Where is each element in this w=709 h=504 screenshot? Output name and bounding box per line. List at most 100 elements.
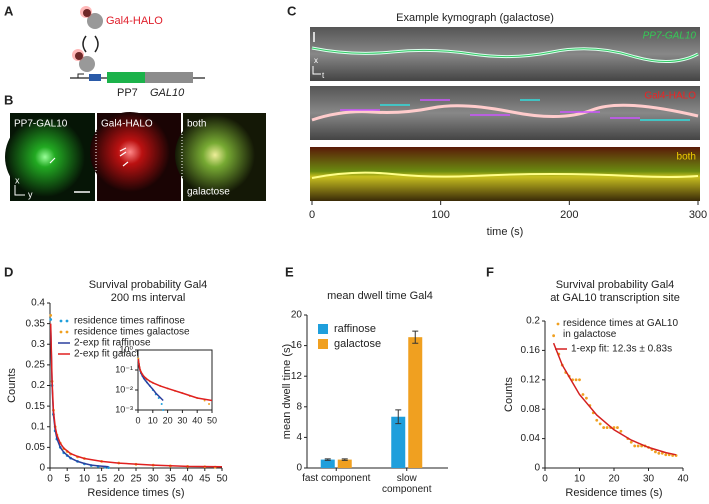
x-tick-label: 5 (64, 474, 70, 485)
chart-subtitle: 200 ms interval (111, 292, 186, 304)
legend-marker (65, 330, 69, 334)
x-tick-label: slow component (382, 473, 432, 495)
panel-label: A (4, 3, 14, 18)
y-tick-label: 0.4 (31, 298, 45, 309)
error-bar (412, 330, 419, 344)
y-tick-label: 0.25 (26, 360, 46, 371)
bar (391, 416, 406, 468)
legend-swatch (318, 324, 328, 334)
bar (320, 459, 335, 468)
channel-label: both (677, 152, 696, 163)
y-tick-label: 0.15 (26, 401, 46, 412)
data-point (636, 444, 640, 448)
x-tick-label-box: slow component (382, 473, 432, 495)
chart-title: mean dwell time Gal4 (327, 290, 433, 302)
data-point (578, 378, 581, 382)
data-point (619, 429, 623, 433)
inset-background (137, 349, 213, 411)
panel-label: D (4, 264, 13, 279)
data-point (605, 426, 609, 429)
y-tick-label: 0.08 (521, 404, 541, 415)
chart-title: Survival probability Gal4 (556, 279, 675, 291)
data-point (629, 440, 633, 444)
fit-line (552, 342, 677, 456)
x-tick-label: 40 (192, 415, 202, 425)
error-bar (341, 458, 348, 461)
legend-label: 2-exp fit galactose (74, 349, 156, 360)
fit-line (49, 323, 223, 468)
x-tick-label: 300 (689, 209, 707, 221)
y-tick-label: 0 (39, 463, 45, 474)
data-point (616, 426, 619, 429)
bar (337, 459, 352, 468)
legend-label-box: residence times at GAL10 in galactose (563, 318, 679, 340)
x-tick-label: 0 (135, 415, 140, 425)
x-axis-label: time (s) (487, 226, 524, 238)
y-tick-label: 0.04 (521, 433, 541, 444)
kymograph-images (310, 27, 700, 201)
channel-label: PP7-GAL10 (14, 119, 68, 130)
x-tick-label: 100 (431, 209, 449, 221)
x-tick-label: 30 (643, 474, 655, 485)
error-bar (324, 458, 331, 461)
x-tick-label: 15 (96, 474, 108, 485)
y-axis-label: Counts (503, 377, 515, 412)
x-tick-label: 20 (163, 415, 173, 425)
x-axis-label: Residence times (s) (87, 487, 184, 499)
data-point (581, 393, 585, 396)
schematic (70, 6, 205, 83)
x-tick-label: 30 (148, 474, 160, 485)
data-point (208, 402, 211, 405)
x-tick-label: 40 (182, 474, 194, 485)
axis-label: x (314, 56, 318, 65)
x-axis-label: Residence times (s) (565, 487, 662, 499)
y-tick-label: 0.16 (521, 345, 541, 356)
legend-label: residence times at GAL10 in galactose (563, 318, 679, 340)
element-label: GAL10 (150, 87, 185, 99)
data-point (574, 378, 578, 382)
protein-label: Gal4-HALO (106, 15, 163, 27)
x-tick-label: 20 (113, 474, 125, 485)
panel-label: C (287, 3, 297, 18)
axis-label: t (322, 71, 325, 80)
y-tick-label: 10⁰ (119, 344, 133, 354)
x-tick-label: 200 (560, 209, 578, 221)
y-axis-label: Counts (6, 368, 18, 403)
y-tick-label: 4 (296, 432, 302, 443)
fit-line (137, 359, 213, 402)
x-tick-label: fast component (302, 473, 371, 484)
data-point (595, 418, 599, 422)
data-point (664, 453, 668, 457)
x-tick-label: 45 (199, 474, 211, 485)
chart-title: Example kymograph (galactose) (396, 12, 554, 24)
x-tick-label: 30 (177, 415, 187, 425)
x-tick-label: 50 (216, 474, 228, 485)
legend-label: residence times galactose (74, 327, 190, 338)
y-tick-label: 20 (291, 310, 303, 321)
channel-label: PP7-GAL10 (643, 31, 697, 42)
panel-label: B (4, 92, 13, 107)
x-tick-label: 25 (130, 474, 142, 485)
data-point (660, 451, 664, 455)
data-point (654, 450, 657, 454)
y-tick-label: 16 (291, 340, 303, 351)
y-tick-label: 0.2 (526, 316, 540, 327)
x-tick-label: 35 (165, 474, 177, 485)
chart-subtitle: at GAL10 transcription site (550, 292, 680, 304)
condition-label: galactose (187, 187, 230, 198)
legend-label: galactose (334, 338, 381, 350)
data-point (552, 334, 556, 338)
x-tick-label: 20 (608, 474, 620, 485)
x-tick-label: 40 (677, 474, 689, 485)
channel-label: Gal4-HALO (644, 91, 696, 102)
legend-swatch (318, 339, 328, 349)
legend-label: 1-exp fit: 12.3s ± 0.83s (571, 344, 672, 355)
y-tick-label: 10⁻³ (115, 404, 133, 414)
x-tick-label: 50 (207, 415, 217, 425)
data-point (49, 313, 53, 317)
y-tick-label: 0.2 (31, 380, 45, 391)
legend-label: raffinose (334, 323, 376, 335)
y-tick-label: 0.05 (26, 442, 46, 453)
data-point (598, 422, 602, 426)
